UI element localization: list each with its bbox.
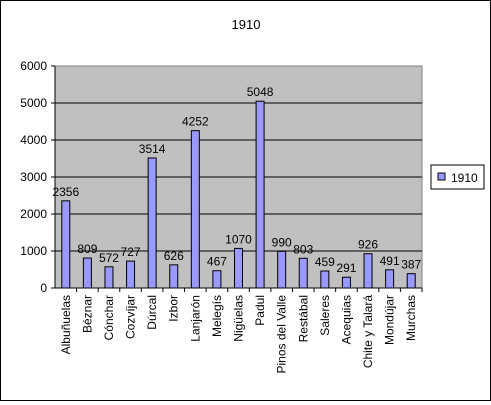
plot-area: 0 1000 2000 3000 4000 5000 6000 2356 Albuñuelas 8… bbox=[20, 59, 423, 374]
data-label: 467 bbox=[207, 255, 227, 269]
bar bbox=[126, 260, 136, 289]
data-label: 459 bbox=[315, 255, 335, 269]
y-tick-label: 1000 bbox=[20, 244, 47, 258]
bar bbox=[82, 257, 92, 289]
x-tick-label: Cozvíjar bbox=[124, 295, 138, 339]
data-label: 387 bbox=[401, 258, 421, 272]
x-tick-label: Pinos del Valle bbox=[275, 295, 289, 374]
bar bbox=[169, 264, 179, 289]
bar bbox=[406, 273, 416, 289]
bar bbox=[255, 100, 265, 289]
x-tick-label: Dúrcal bbox=[145, 295, 159, 330]
data-label: 4252 bbox=[182, 115, 209, 129]
x-tick-label: Béznar bbox=[80, 295, 94, 333]
y-tick-label: 5000 bbox=[20, 96, 47, 110]
data-label: 2356 bbox=[52, 185, 79, 199]
data-label: 5048 bbox=[247, 85, 274, 99]
legend-box bbox=[430, 164, 485, 190]
bar bbox=[234, 247, 243, 289]
data-label: 809 bbox=[77, 242, 97, 256]
data-label: 926 bbox=[358, 238, 378, 252]
x-tick-label: Padul bbox=[253, 295, 267, 326]
x-tick-label: Chite y Talará bbox=[361, 295, 375, 368]
legend-swatch bbox=[437, 172, 446, 181]
bar bbox=[212, 270, 222, 289]
bar bbox=[363, 253, 373, 289]
y-tick-label: 2000 bbox=[20, 207, 47, 221]
x-tick-label: Albuñuelas bbox=[59, 295, 73, 354]
data-label: 626 bbox=[164, 249, 184, 263]
data-label: 1070 bbox=[225, 232, 252, 246]
bar bbox=[104, 266, 114, 289]
legend-label: 1910 bbox=[451, 171, 478, 185]
chart-title: 1910 bbox=[232, 17, 261, 32]
y-tick-label: 6000 bbox=[20, 59, 47, 73]
bar bbox=[277, 250, 287, 289]
x-tick-label: Murchas bbox=[404, 295, 418, 341]
x-tick-label: Izbor bbox=[167, 295, 181, 322]
bar bbox=[147, 157, 157, 289]
y-tick-label: 0 bbox=[40, 281, 47, 295]
x-tick-label: Restábal bbox=[296, 295, 310, 342]
data-label: 572 bbox=[99, 251, 119, 265]
bar bbox=[298, 257, 308, 289]
bar bbox=[190, 130, 200, 289]
x-tick-label: Saleres bbox=[318, 295, 332, 336]
y-tick-label: 4000 bbox=[20, 133, 47, 147]
x-tick-label: Acequias bbox=[339, 295, 353, 344]
y-tick-label: 3000 bbox=[20, 170, 47, 184]
data-label: 803 bbox=[293, 242, 313, 256]
x-tick-label: Cónchar bbox=[102, 295, 116, 340]
bar bbox=[61, 200, 71, 289]
x-tick-label: Lanjarón bbox=[188, 295, 202, 342]
data-label: 3514 bbox=[139, 142, 166, 156]
bar bbox=[385, 269, 395, 289]
data-label: 990 bbox=[272, 235, 292, 249]
bar bbox=[320, 270, 330, 289]
bar bbox=[341, 276, 351, 289]
data-label: 491 bbox=[380, 254, 400, 268]
x-tick-label: Melegís bbox=[210, 295, 224, 337]
x-tick-label: Nigüelas bbox=[232, 295, 246, 342]
legend: 1910 bbox=[430, 164, 485, 190]
data-label: 727 bbox=[121, 245, 141, 259]
x-tick-label: Mondújar bbox=[383, 295, 397, 345]
data-label: 291 bbox=[336, 261, 356, 275]
